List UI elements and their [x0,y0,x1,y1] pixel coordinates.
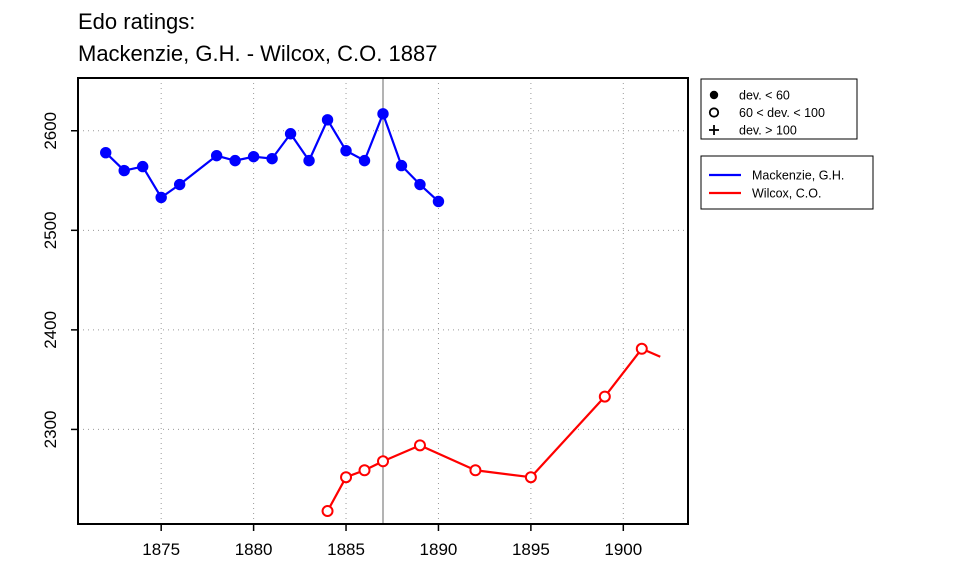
series-line [104,112,440,203]
data-point [303,154,315,167]
data-point [340,144,352,157]
series-line [326,347,661,512]
y-tick-label: 2500 [41,211,60,249]
data-point [118,164,130,177]
data-point [377,455,389,468]
marker-legend-label: dev. < 60 [739,89,790,103]
marker-legend-label: dev. > 100 [739,124,797,138]
data-point [136,160,149,173]
x-tick-label: 1890 [420,540,458,559]
data-point [377,108,389,120]
data-point [432,195,445,208]
data-point [284,128,297,140]
filled-circle-icon [709,90,719,100]
data-point [340,471,353,484]
plus-icon [709,125,719,135]
data-point [413,439,426,452]
x-tick-label: 1880 [235,540,273,559]
data-point [635,342,648,355]
series-legend-label: Wilcox, C.O. [752,187,821,201]
data-point [358,464,371,477]
plot-frame [77,77,689,525]
series-legend-box [700,155,874,210]
x-tick-label: 1875 [142,540,180,559]
data-point [598,390,611,403]
data-point [210,149,223,162]
data-point [247,150,260,163]
data-point [469,464,482,477]
series-legend-label: Mackenzie, G.H. [752,169,844,183]
y-tick-label: 2300 [41,411,60,449]
y-tick-label: 2600 [41,112,60,150]
data-point [100,146,112,159]
marker-legend-label: 60 < dev. < 100 [739,106,825,120]
chart-title-line2: Mackenzie, G.H. - Wilcox, C.O. 1887 [78,41,437,66]
series-legend: Mackenzie, G.H. Wilcox, C.O. [700,155,874,210]
open-circle-icon [708,107,720,118]
x-tick-label: 1895 [512,540,550,559]
axes: 1875 1880 1885 1890 1895 1900 2300 2400 2500 2600 [41,112,642,559]
data-point [321,114,334,126]
marker-legend: dev. < 60 60 < dev. < 100 dev. > 100 [700,78,858,140]
y-tick-label: 2400 [41,311,60,349]
data-point [266,152,278,165]
x-tick-label: 1885 [327,540,365,559]
series-layer [100,108,661,518]
marker-legend-box [700,78,858,140]
data-point [358,154,371,167]
data-point [173,178,186,191]
data-point [524,471,537,484]
chart-title-line1: Edo ratings: [78,9,195,34]
data-point [229,154,241,167]
data-point [321,505,334,518]
x-tick-label: 1900 [604,540,642,559]
data-point [155,191,167,204]
data-point [395,159,408,172]
data-point [414,178,426,191]
